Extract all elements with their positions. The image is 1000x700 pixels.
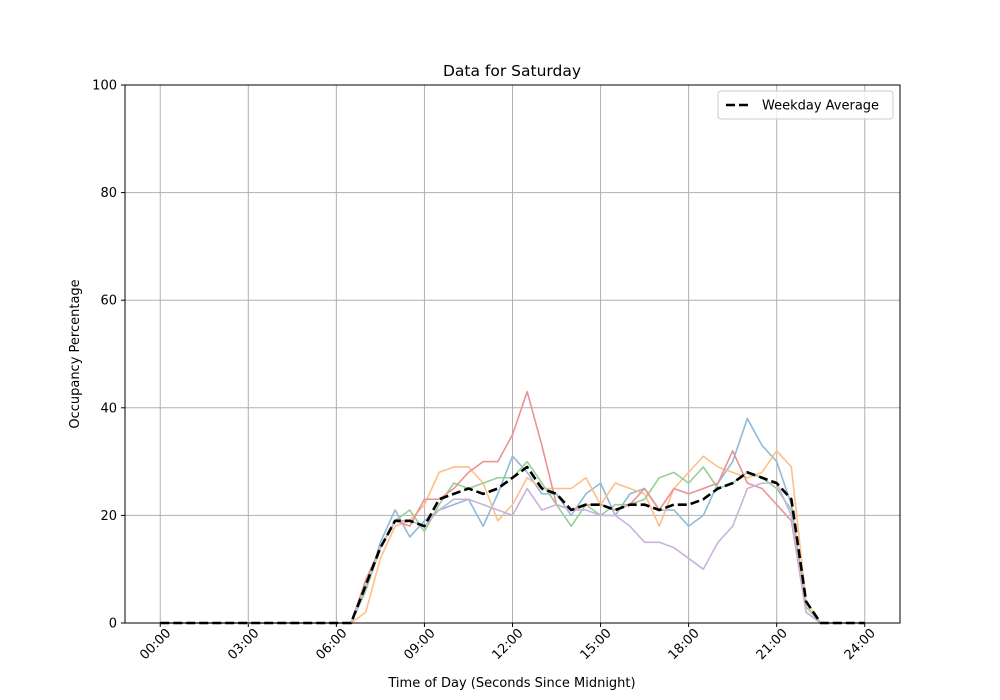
x-tick-label: 06:00 xyxy=(313,626,350,663)
y-tick-label: 80 xyxy=(100,186,117,201)
chart-title: Data for Saturday xyxy=(443,62,581,80)
y-tick-label: 20 xyxy=(100,509,117,524)
y-tick-label: 0 xyxy=(109,617,117,632)
y-axis-label: Occupancy Percentage xyxy=(68,279,83,428)
x-tick-label: 12:00 xyxy=(489,626,526,663)
x-tick-label: 21:00 xyxy=(754,626,791,663)
legend-box xyxy=(717,90,894,120)
x-axis-label: Time of Day (Seconds Since Midnight) xyxy=(387,676,635,691)
x-tick-label: 00:00 xyxy=(137,626,174,663)
y-tick-label: 40 xyxy=(100,401,117,416)
y-tick-label: 100 xyxy=(92,79,117,94)
x-tick-label: 18:00 xyxy=(666,626,703,663)
y-tick-label: 60 xyxy=(100,294,117,309)
x-tick-label: 15:00 xyxy=(578,626,615,663)
x-tick-label: 24:00 xyxy=(842,626,879,663)
x-tick-label: 09:00 xyxy=(401,626,438,663)
plot-frame xyxy=(124,84,901,624)
x-tick-label: 03:00 xyxy=(225,626,262,663)
legend-label: Weekday Average xyxy=(762,99,879,114)
